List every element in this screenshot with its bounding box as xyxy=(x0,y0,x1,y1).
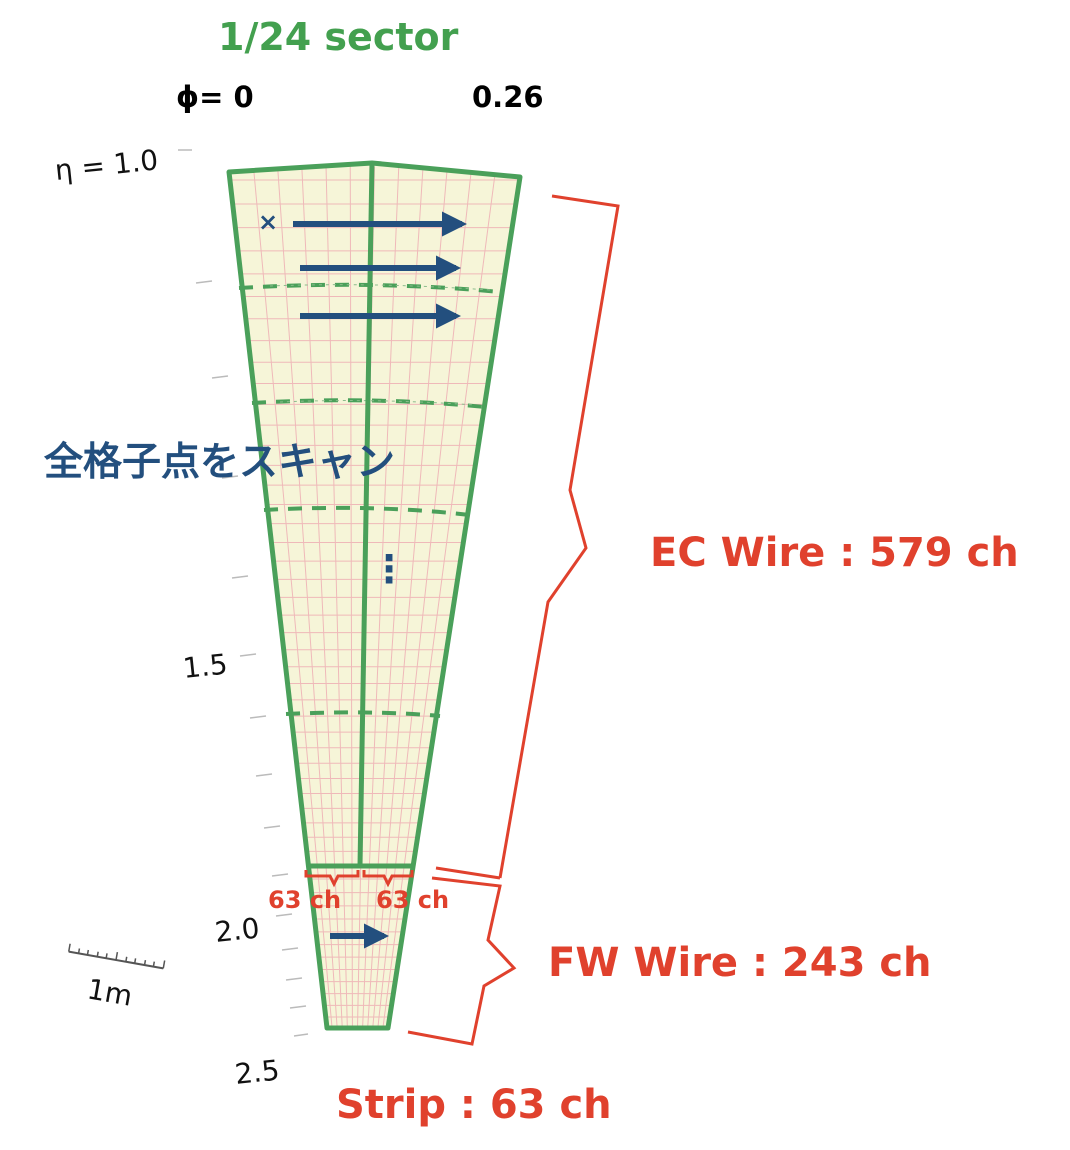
ec-wire-label: EC Wire : 579 ch xyxy=(650,530,1019,576)
grid-line xyxy=(252,164,333,1028)
ec-bracket-end xyxy=(435,866,501,880)
scan-start-marker: × xyxy=(258,208,278,236)
sector-outline xyxy=(226,160,523,1031)
scale-bar xyxy=(67,943,166,970)
diagram-title: 1/24 sector xyxy=(218,15,459,59)
strip-left-label: 63 ch xyxy=(268,886,341,914)
sector-fill xyxy=(229,163,520,1028)
eta-label-mid: 1.5 xyxy=(181,647,229,684)
scan-arrows xyxy=(293,211,468,949)
scale-bar-label: 1m xyxy=(85,972,135,1012)
eta-label-bottom: 2.5 xyxy=(233,1053,281,1090)
phi-right-label: 0.26 xyxy=(472,80,544,114)
strip-label: Strip : 63 ch xyxy=(336,1082,612,1128)
strip-brackets xyxy=(304,870,414,888)
ec-wire-bracket xyxy=(498,194,620,879)
ellipsis-marker: ⋮ xyxy=(370,547,408,591)
grid-line xyxy=(382,168,497,1028)
grid-line xyxy=(325,165,348,1028)
eta-label-top: η = 1.0 xyxy=(53,143,159,187)
strip-right-label: 63 ch xyxy=(376,886,449,914)
phi-left-label: ϕ= 0 xyxy=(176,80,254,114)
scan-label: 全格子点をスキャン xyxy=(43,440,395,485)
chamber-boundaries-faint xyxy=(269,284,491,406)
eta-axis-ticks xyxy=(178,149,309,1037)
grid-line xyxy=(277,164,338,1028)
eta-label-low: 2.0 xyxy=(213,911,261,948)
fw-wire-label: FW Wire : 243 ch xyxy=(548,940,932,986)
fw-wire-bracket xyxy=(407,876,517,1046)
